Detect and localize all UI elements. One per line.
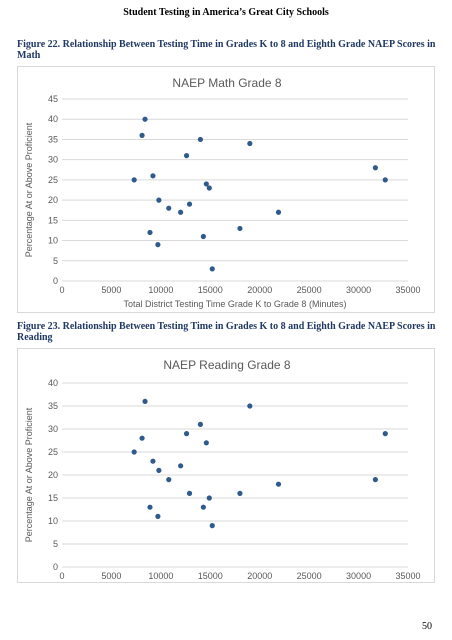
math-x-tick-label: 0: [59, 285, 64, 295]
reading-y-tick-label: 5: [53, 539, 58, 549]
math-y-tick-label: 25: [48, 175, 58, 185]
reading-data-point: [166, 477, 172, 483]
reading-y-tick-label: 0: [53, 562, 58, 572]
reading-data-point: [139, 435, 145, 441]
reading-data-point: [203, 440, 209, 446]
reading-data-point: [209, 523, 215, 529]
figure-23-caption: Figure 23. Relationship Between Testing …: [17, 321, 436, 343]
math-data-point: [247, 140, 253, 147]
math-chart-title: NAEP Math Grade 8: [172, 76, 281, 90]
math-x-tick-label: 30000: [346, 285, 371, 295]
math-y-axis-title: Percentage At or Above Proficient: [24, 122, 34, 257]
reading-y-tick-label: 40: [48, 378, 58, 388]
math-data-point: [275, 209, 282, 215]
math-data-point: [382, 177, 388, 183]
reading-x-tick-label: 0: [59, 571, 64, 581]
math-x-tick-label: 10000: [148, 285, 173, 295]
reading-data-point: [156, 467, 162, 473]
reading-data-point: [147, 504, 153, 510]
reading-x-tick-label: 20000: [247, 571, 272, 581]
math-data-point: [139, 132, 145, 138]
page-number: 50: [422, 621, 432, 632]
math-data-point: [156, 197, 162, 203]
reading-scatter-plot: NAEP Reading Grade 8 0 5 10 15 20 25 30 35 40 0 500…: [24, 358, 421, 581]
reading-data-point: [131, 449, 137, 455]
reading-data-point: [372, 477, 378, 483]
math-data-point: [155, 242, 161, 248]
math-data-point: [150, 173, 156, 179]
reading-data-point: [186, 490, 193, 496]
math-scatter-plot: NAEP Math Grade 8 0 5 10 15 20 25 30 35 40 45 0 5000…: [24, 76, 421, 309]
page-header: Student Testing in America’s Great City …: [123, 7, 329, 18]
math-y-tick-label: 30: [48, 155, 58, 165]
reading-y-tick-label: 35: [48, 401, 58, 411]
math-data-point: [209, 266, 215, 272]
math-x-axis-title: Total District Testing Time Grade K to G…: [124, 299, 347, 309]
math-data-point: [372, 165, 378, 171]
math-x-tick-label: 5000: [101, 285, 121, 295]
math-y-tick-label: 10: [48, 236, 58, 246]
reading-chart-title: NAEP Reading Grade 8: [163, 358, 291, 372]
reading-x-tick-label: 10000: [148, 571, 173, 581]
math-data-point: [142, 116, 148, 122]
math-y-tick-label: 35: [48, 134, 58, 144]
reading-data-point: [247, 403, 253, 409]
math-data-point: [147, 229, 153, 236]
reading-y-tick-label: 10: [48, 516, 58, 526]
reading-y-axis-title: Percentage At or Above Proficient: [24, 407, 34, 542]
math-data-point: [131, 177, 137, 183]
math-x-tick-label: 20000: [247, 285, 272, 295]
math-data-point: [186, 201, 193, 207]
reading-x-tick-label: 25000: [297, 571, 322, 581]
reading-data-point: [142, 398, 148, 404]
reading-data-point: [206, 495, 212, 501]
math-x-tick-label: 25000: [297, 285, 322, 295]
reading-chart: NAEP Reading Grade 8 0 5 10 15 20 25 30 35 40 0 500…: [17, 348, 435, 583]
reading-data-point: [382, 431, 388, 437]
math-y-tick-label: 20: [48, 195, 58, 205]
reading-y-tick-label: 30: [48, 424, 58, 434]
math-chart: NAEP Math Grade 8 0 5 10 15 20 25 30 35 40 45 0 5000…: [17, 66, 435, 313]
reading-y-tick-label: 20: [48, 470, 58, 480]
math-data-point: [200, 233, 206, 240]
math-y-tick-label: 5: [53, 256, 58, 266]
figure-22-caption: Figure 22. Relationship Between Testing …: [17, 39, 436, 61]
reading-data-point: [150, 458, 156, 464]
reading-x-tick-label: 30000: [346, 571, 371, 581]
reading-x-tick-label: 5000: [101, 571, 121, 581]
math-y-tick-label: 15: [48, 215, 58, 225]
math-data-point: [183, 153, 190, 159]
math-data-point: [166, 205, 172, 211]
reading-data-point: [200, 504, 206, 510]
math-x-tick-label: 35000: [395, 285, 420, 295]
math-data-point: [178, 209, 184, 215]
reading-data-point: [197, 421, 203, 427]
math-x-tick-label: 15000: [198, 285, 223, 295]
math-data-point: [206, 185, 212, 191]
math-data-point: [197, 136, 203, 143]
reading-data-point: [237, 490, 243, 496]
math-y-tick-label: 40: [48, 114, 58, 124]
reading-y-tick-label: 25: [48, 447, 58, 457]
math-data-point: [237, 225, 243, 232]
reading-data-point: [178, 463, 184, 469]
reading-y-tick-label: 15: [48, 493, 58, 503]
math-y-tick-label: 0: [53, 276, 58, 286]
reading-data-point: [183, 431, 190, 437]
math-data-point: [203, 181, 209, 187]
reading-x-tick-label: 35000: [395, 571, 420, 581]
reading-data-point: [155, 513, 161, 519]
math-y-tick-label: 45: [48, 94, 58, 104]
reading-data-point: [275, 481, 282, 487]
reading-x-tick-label: 15000: [198, 571, 223, 581]
